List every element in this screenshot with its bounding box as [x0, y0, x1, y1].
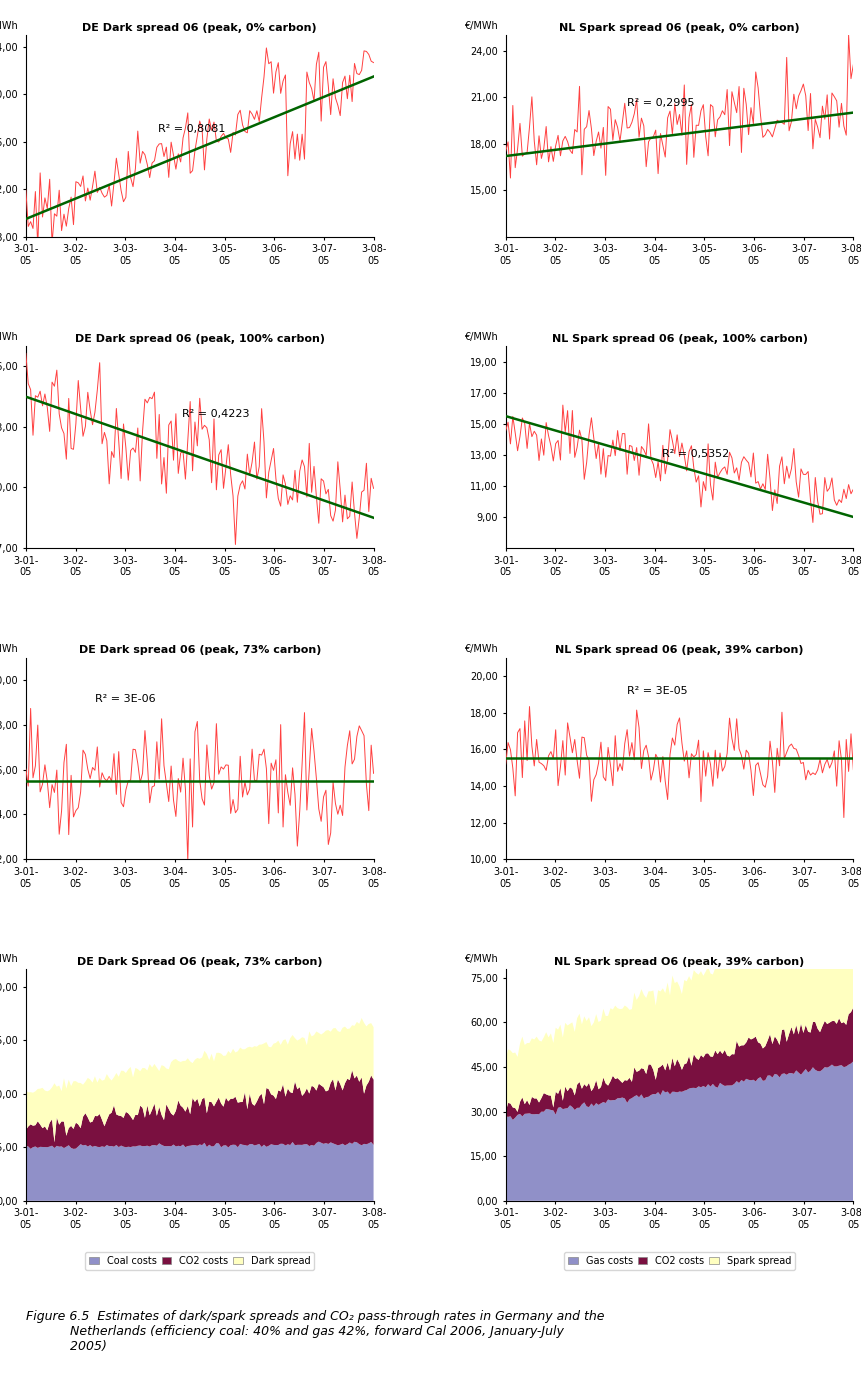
Title: NL Spark spread 06 (peak, 39% carbon): NL Spark spread 06 (peak, 39% carbon) — [554, 645, 802, 655]
Text: R² = 0,5352: R² = 0,5352 — [661, 449, 728, 459]
Text: R² = 3E-06: R² = 3E-06 — [96, 694, 156, 704]
Text: €/MWh: €/MWh — [463, 21, 497, 31]
Text: R² = 0,2995: R² = 0,2995 — [627, 98, 694, 108]
Legend: Gas costs, CO2 costs, Spark spread: Gas costs, CO2 costs, Spark spread — [564, 1252, 794, 1270]
Text: €/MWh: €/MWh — [0, 21, 18, 31]
Text: Figure 6.5  Estimates of dark/spark spreads and CO₂ pass-through rates in German: Figure 6.5 Estimates of dark/spark sprea… — [26, 1310, 604, 1354]
Text: R² = 0,4223: R² = 0,4223 — [183, 409, 250, 419]
Text: €/MWh: €/MWh — [0, 644, 18, 654]
Text: €/MWh: €/MWh — [463, 955, 497, 965]
Text: R² = 3E-05: R² = 3E-05 — [627, 686, 687, 696]
Title: DE Dark spread 06 (peak, 73% carbon): DE Dark spread 06 (peak, 73% carbon) — [78, 645, 320, 655]
Title: NL Spark spread 06 (peak, 0% carbon): NL Spark spread 06 (peak, 0% carbon) — [559, 22, 799, 32]
Text: R² = 0,8081: R² = 0,8081 — [158, 123, 225, 134]
Title: DE Dark spread 06 (peak, 0% carbon): DE Dark spread 06 (peak, 0% carbon) — [83, 22, 317, 32]
Text: €/MWh: €/MWh — [0, 332, 18, 342]
Title: NL Spark spread O6 (peak, 39% carbon): NL Spark spread O6 (peak, 39% carbon) — [554, 956, 803, 966]
Legend: Coal costs, CO2 costs, Dark spread: Coal costs, CO2 costs, Dark spread — [85, 1252, 313, 1270]
Text: €/MWh: €/MWh — [0, 955, 18, 965]
Title: DE Dark spread 06 (peak, 100% carbon): DE Dark spread 06 (peak, 100% carbon) — [75, 335, 325, 344]
Title: NL Spark spread 06 (peak, 100% carbon): NL Spark spread 06 (peak, 100% carbon) — [551, 335, 807, 344]
Title: DE Dark Spread O6 (peak, 73% carbon): DE Dark Spread O6 (peak, 73% carbon) — [77, 956, 322, 966]
Text: €/MWh: €/MWh — [463, 332, 497, 342]
Text: €/MWh: €/MWh — [463, 644, 497, 654]
